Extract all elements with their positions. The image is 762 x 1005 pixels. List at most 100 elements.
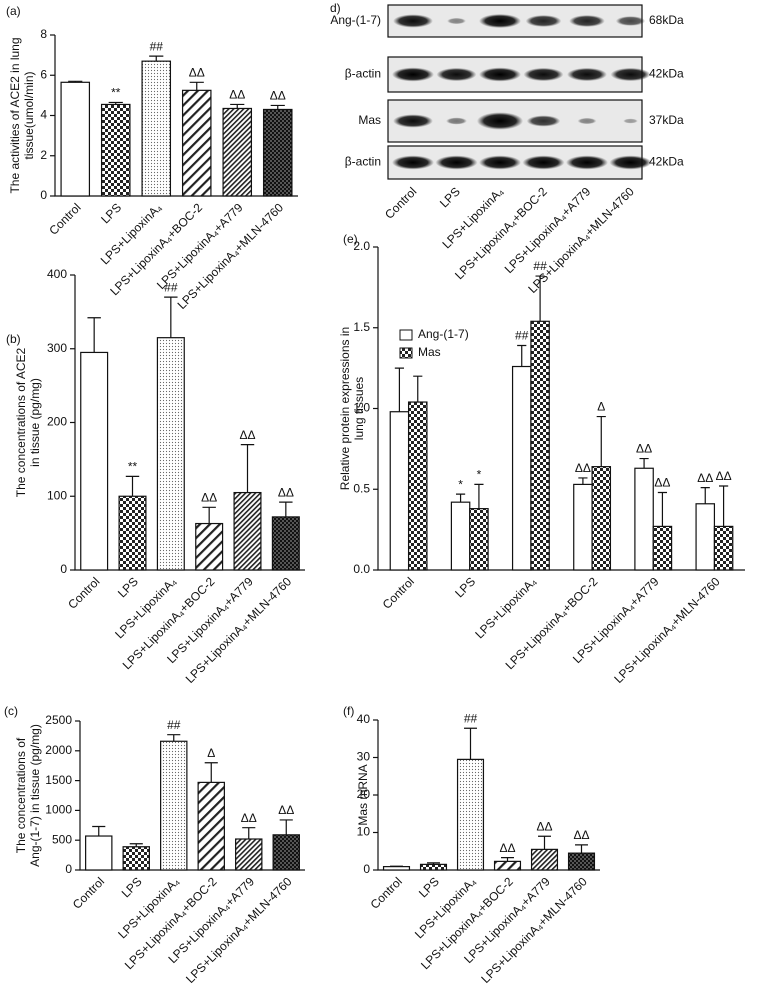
- error-bar: [427, 862, 440, 865]
- x-tick-label: Control: [65, 574, 102, 611]
- error-bar: [517, 344, 527, 367]
- error-bar: [596, 415, 606, 467]
- bar: [456, 758, 485, 871]
- y-tick-label: 500: [52, 832, 72, 846]
- blot-lane-label: Control: [382, 184, 419, 221]
- error-bar: [700, 487, 710, 504]
- bar: [156, 337, 185, 571]
- y-axis-label: The concentrations of ACE2: [14, 347, 28, 497]
- error-bar: [474, 483, 484, 509]
- panel-label: (f): [343, 704, 354, 718]
- y-tick-label: 0: [40, 188, 47, 202]
- annotation: ##: [150, 39, 164, 53]
- bar: [271, 516, 300, 571]
- error-bar: [538, 835, 551, 850]
- x-tick-label: LPS+LipoxinA₄: [472, 574, 539, 641]
- blot-band: [393, 114, 433, 128]
- error-bar: [578, 477, 588, 485]
- panel-label: (c): [4, 704, 18, 718]
- annotation: ##: [164, 280, 178, 294]
- legend-swatch: [399, 329, 413, 341]
- y-axis-label: The concentrations of: [14, 737, 28, 853]
- axis: [54, 35, 298, 197]
- y-axis-label: lung tissues: [352, 377, 366, 440]
- blot-kda: 42kDa: [649, 155, 684, 169]
- y-tick-label: 2: [40, 148, 47, 162]
- x-tick-label: Control: [70, 874, 107, 911]
- blot-kda: 68kDa: [649, 13, 684, 27]
- blot-lane-label: LPS+LipoxinA₄+A779: [502, 184, 594, 276]
- error-bar: [240, 444, 255, 493]
- error-bar: [242, 827, 256, 840]
- bar: [195, 522, 224, 571]
- annotation: **: [111, 86, 121, 100]
- bar: [80, 351, 109, 571]
- bar: [713, 525, 734, 571]
- annotation: ##: [464, 711, 478, 725]
- annotation: ΔΔ: [241, 811, 257, 825]
- annotation: ΔΔ: [201, 490, 217, 504]
- error-bar: [719, 485, 729, 527]
- error-bar: [204, 762, 218, 783]
- annotation: ##: [515, 329, 529, 343]
- blot-band: [446, 117, 467, 125]
- blot-kda: 37kDa: [649, 113, 684, 127]
- x-tick-label: LPS: [452, 574, 478, 600]
- y-tick-label: 40: [357, 712, 371, 726]
- x-tick-label: LPS+LipoxinA₄+MLN-4760: [611, 574, 723, 686]
- bar: [233, 491, 262, 571]
- error-bar: [279, 819, 293, 835]
- legend-swatch: [399, 347, 413, 359]
- bar: [262, 108, 293, 197]
- annotation: **: [128, 460, 138, 474]
- blot-lane-label: LPS: [437, 184, 463, 210]
- axis: [377, 247, 745, 571]
- error-bar: [535, 275, 545, 322]
- error-bar: [464, 727, 477, 760]
- bar: [419, 863, 448, 871]
- bar: [530, 848, 559, 871]
- annotation: ΔΔ: [239, 428, 255, 442]
- y-tick-label: 8: [40, 27, 47, 41]
- panel-label: (a): [6, 4, 21, 18]
- annotation: ΔΔ: [278, 485, 294, 499]
- annotation: Δ: [207, 746, 215, 760]
- blot-band: [615, 16, 646, 26]
- bar: [222, 107, 253, 197]
- y-tick-label: 1.5: [353, 320, 370, 334]
- blot-band: [610, 67, 651, 82]
- blot-band: [479, 14, 521, 28]
- x-tick-label: Control: [368, 874, 405, 911]
- y-tick-label: 0: [60, 562, 67, 576]
- blot-band: [567, 67, 607, 82]
- bar: [695, 503, 716, 571]
- bar: [118, 495, 147, 571]
- blot-row-label: Ang-(1-7): [330, 13, 381, 27]
- error-bar: [87, 317, 101, 353]
- legend-label: Ang-(1-7): [418, 327, 469, 341]
- blot-band: [566, 155, 608, 170]
- blot-row-label: β-actin: [345, 67, 381, 81]
- x-tick-label: Control: [380, 574, 417, 611]
- y-tick-label: 20: [357, 787, 371, 801]
- error-bar: [230, 103, 245, 109]
- annotation: ΔΔ: [697, 471, 713, 485]
- y-tick-label: 200: [47, 415, 67, 429]
- bar: [530, 320, 550, 571]
- y-tick-label: 300: [47, 341, 67, 355]
- annotation: ΔΔ: [536, 819, 552, 833]
- error-bar: [657, 491, 668, 527]
- blot-band: [522, 155, 565, 170]
- panel-label: (e): [343, 232, 358, 246]
- y-tick-label: 2.0: [353, 239, 370, 253]
- bar: [272, 834, 300, 871]
- blot-row-label: β-actin: [345, 155, 381, 169]
- annotation: Δ: [597, 400, 605, 414]
- error-bar: [189, 81, 204, 91]
- error-bar: [394, 367, 404, 412]
- error-bar: [164, 296, 178, 338]
- blot-kda: 42kDa: [649, 67, 684, 81]
- error-bar: [639, 457, 649, 469]
- annotation: ##: [533, 259, 547, 273]
